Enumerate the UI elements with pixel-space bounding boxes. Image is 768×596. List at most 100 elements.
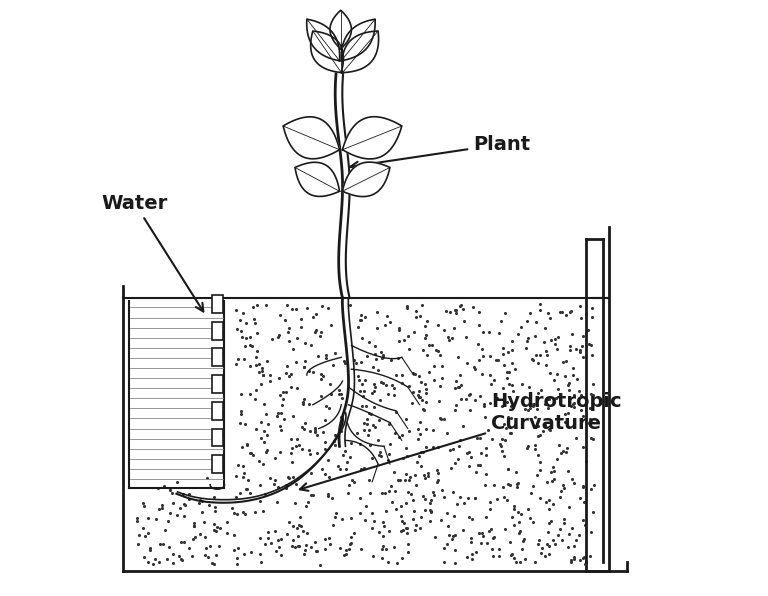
Point bbox=[235, 406, 247, 415]
Point bbox=[299, 356, 311, 365]
Point bbox=[361, 414, 373, 424]
Point bbox=[254, 496, 266, 505]
Point bbox=[236, 442, 248, 451]
Point bbox=[454, 492, 466, 501]
Point bbox=[493, 545, 505, 554]
Point bbox=[521, 336, 533, 346]
Point bbox=[579, 520, 591, 529]
Point bbox=[200, 544, 212, 553]
Point bbox=[358, 418, 370, 428]
Point bbox=[405, 489, 417, 498]
Point bbox=[409, 312, 422, 321]
Point bbox=[578, 352, 590, 362]
Point bbox=[221, 517, 233, 526]
Point bbox=[262, 527, 274, 537]
Point bbox=[310, 547, 322, 556]
Point bbox=[565, 329, 578, 339]
Point bbox=[353, 322, 365, 332]
Point bbox=[587, 507, 599, 517]
Point bbox=[298, 362, 310, 372]
Point bbox=[562, 408, 574, 418]
Point bbox=[279, 316, 291, 325]
Point bbox=[289, 498, 301, 508]
Point bbox=[484, 351, 496, 361]
Point bbox=[462, 512, 475, 522]
Point bbox=[131, 513, 143, 523]
Point bbox=[362, 430, 375, 440]
Point bbox=[283, 473, 296, 482]
Point bbox=[391, 558, 403, 567]
Point bbox=[276, 387, 289, 397]
Point bbox=[142, 529, 154, 538]
Point bbox=[449, 558, 462, 568]
Point bbox=[543, 550, 555, 559]
Point bbox=[359, 515, 371, 524]
Point bbox=[534, 350, 546, 359]
Point bbox=[420, 384, 432, 394]
Point bbox=[359, 426, 371, 435]
Point bbox=[249, 395, 261, 404]
Point bbox=[568, 390, 581, 400]
Point bbox=[335, 389, 347, 399]
Point bbox=[144, 544, 156, 553]
Point bbox=[336, 393, 348, 402]
Point bbox=[188, 518, 200, 527]
Point bbox=[561, 443, 573, 452]
Point bbox=[230, 324, 243, 334]
Point bbox=[262, 533, 274, 542]
Point bbox=[359, 501, 372, 511]
Point bbox=[249, 318, 261, 327]
Point bbox=[310, 430, 323, 440]
Point bbox=[237, 461, 249, 470]
Point bbox=[419, 495, 432, 504]
Point bbox=[392, 325, 405, 335]
Point bbox=[419, 505, 432, 515]
Point bbox=[398, 519, 410, 528]
Point bbox=[337, 356, 349, 366]
Point bbox=[269, 453, 281, 462]
Point bbox=[234, 488, 247, 498]
Point bbox=[478, 399, 491, 409]
Point bbox=[188, 521, 200, 530]
Point bbox=[497, 349, 509, 359]
Point bbox=[582, 325, 594, 334]
Point bbox=[518, 534, 530, 544]
Point bbox=[297, 527, 310, 536]
Point bbox=[573, 530, 585, 540]
Point bbox=[543, 541, 555, 551]
Point bbox=[560, 311, 572, 320]
Point bbox=[396, 511, 408, 521]
Point bbox=[544, 313, 556, 323]
Point bbox=[505, 345, 518, 355]
Point bbox=[567, 370, 579, 379]
Point bbox=[319, 445, 331, 454]
Point bbox=[585, 484, 598, 493]
Point bbox=[133, 530, 145, 540]
Point bbox=[584, 414, 597, 424]
Point bbox=[260, 356, 273, 365]
Point bbox=[516, 544, 528, 553]
Point bbox=[156, 504, 168, 513]
Point bbox=[508, 553, 520, 563]
Point bbox=[187, 535, 199, 544]
Point bbox=[527, 402, 539, 411]
Point bbox=[335, 426, 347, 436]
Point bbox=[543, 519, 555, 528]
Point bbox=[511, 479, 524, 489]
Point bbox=[402, 488, 414, 497]
Point bbox=[355, 358, 367, 367]
Point bbox=[382, 455, 395, 464]
Point bbox=[310, 427, 322, 437]
Point bbox=[552, 333, 564, 342]
Point bbox=[487, 551, 499, 560]
Point bbox=[506, 513, 518, 522]
Point bbox=[479, 412, 492, 421]
Point bbox=[468, 365, 481, 374]
Point bbox=[264, 376, 276, 386]
Point bbox=[531, 389, 544, 398]
Point bbox=[537, 426, 549, 436]
Point bbox=[546, 476, 558, 485]
Point bbox=[369, 423, 382, 432]
Point bbox=[188, 521, 200, 530]
FancyBboxPatch shape bbox=[212, 322, 223, 340]
